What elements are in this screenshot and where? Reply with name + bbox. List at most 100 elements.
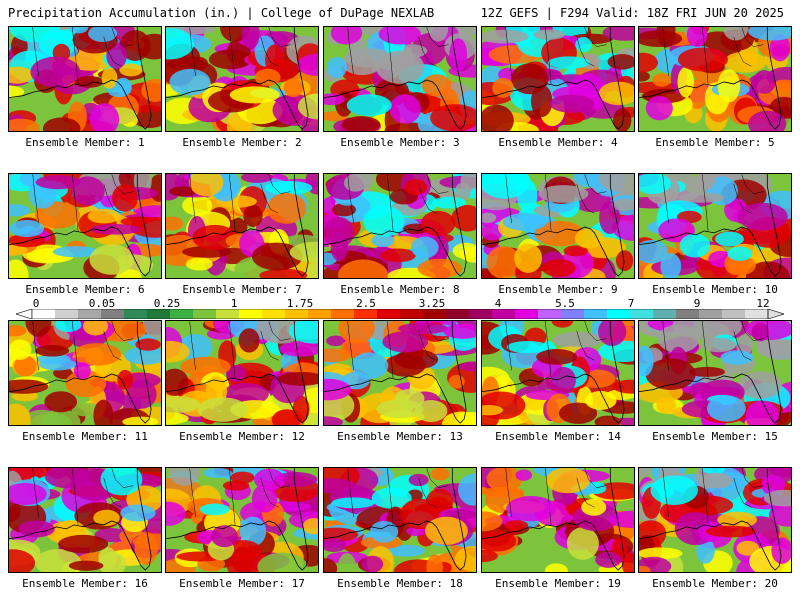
colorbar-segment <box>308 309 332 319</box>
ensemble-map-5 <box>638 26 792 132</box>
state-borders <box>347 468 449 525</box>
ensemble-member-label: Ensemble Member: 13 <box>337 430 463 443</box>
precip-field-map <box>9 321 161 425</box>
state-borders <box>347 174 449 231</box>
colorbar-segment <box>239 309 263 319</box>
ensemble-member-label: Ensemble Member: 19 <box>495 577 621 590</box>
colorbar-segment <box>699 309 723 319</box>
coastline <box>9 321 152 424</box>
coastline <box>166 321 309 424</box>
precip-field-map <box>324 468 476 572</box>
precip-field-map <box>9 468 161 572</box>
ensemble-member-label: Ensemble Member: 11 <box>22 430 148 443</box>
colorbar-segment <box>216 309 240 319</box>
coastline <box>482 468 625 571</box>
colorbar-tick-label: 0.05 <box>88 297 116 310</box>
colorbar-segment <box>147 309 171 319</box>
colorbar-segment <box>262 309 286 319</box>
colorbar-segment <box>423 309 447 319</box>
coastline <box>9 468 152 571</box>
coastline <box>9 174 152 277</box>
colorbar-tick-label: 4 <box>494 297 502 310</box>
coastline <box>639 468 782 571</box>
coastline <box>324 174 467 277</box>
precip-field-map <box>639 27 791 131</box>
ensemble-map-4 <box>481 26 635 132</box>
ensemble-map-12 <box>165 320 319 426</box>
ensemble-member-label: Ensemble Member: 18 <box>337 577 463 590</box>
coastline <box>324 321 467 424</box>
colorbar-segment <box>101 309 125 319</box>
coastline <box>482 321 625 424</box>
coastline <box>639 27 782 130</box>
state-borders <box>505 468 607 525</box>
precip-field-map <box>166 321 318 425</box>
colorbar-segment <box>538 309 562 319</box>
ensemble-map-3 <box>323 26 477 132</box>
colorbar-segment <box>400 309 424 319</box>
ensemble-map-18 <box>323 467 477 573</box>
coastline <box>166 468 309 571</box>
precip-field-map <box>639 468 791 572</box>
coastline <box>482 27 625 130</box>
precip-field-map <box>482 468 634 572</box>
state-borders <box>32 27 134 84</box>
colorbar-tick-label: 1.75 <box>286 297 314 310</box>
colorbar-segment <box>561 309 585 319</box>
precip-field-map <box>639 321 791 425</box>
state-borders <box>662 321 764 378</box>
ensemble-member-label: Ensemble Member: 12 <box>179 430 305 443</box>
colorbar-tick-label: 0 <box>32 297 40 310</box>
colorbar-tick-label: 7 <box>627 297 635 310</box>
ensemble-map-7 <box>165 173 319 279</box>
state-borders <box>662 27 764 84</box>
ensemble-member-label: Ensemble Member: 7 <box>182 283 302 296</box>
state-borders <box>662 174 764 231</box>
ensemble-member-label: Ensemble Member: 20 <box>652 577 778 590</box>
ensemble-member-label: Ensemble Member: 17 <box>179 577 305 590</box>
colorbar-segment <box>722 309 746 319</box>
colorbar-tick-label: 2.5 <box>356 297 376 310</box>
precip-field-map <box>482 27 634 131</box>
ensemble-map-14 <box>481 320 635 426</box>
run-info: 12Z GEFS | F294 Valid: 18Z FRI JUN 20 20… <box>480 6 784 20</box>
ensemble-map-10 <box>638 173 792 279</box>
colorbar-segment <box>32 309 56 319</box>
coastline <box>9 27 152 130</box>
coastline <box>639 174 782 277</box>
ensemble-map-6 <box>8 173 162 279</box>
colorbar-segment <box>607 309 631 319</box>
ensemble-map-1 <box>8 26 162 132</box>
state-borders <box>32 321 134 378</box>
colorbar-segment <box>584 309 608 319</box>
state-borders <box>32 174 134 231</box>
colorbar-segment <box>170 309 194 319</box>
precip-field-map <box>324 27 476 131</box>
colorbar-segment <box>354 309 378 319</box>
color-scale-bar <box>16 309 784 319</box>
coastline <box>166 174 309 277</box>
state-borders <box>32 468 134 525</box>
colorbar-segment <box>124 309 148 319</box>
ensemble-member-label: Ensemble Member: 15 <box>652 430 778 443</box>
colorbar-tick-label: 5.5 <box>555 297 575 310</box>
coastline <box>482 174 625 277</box>
colorbar-segment <box>446 309 470 319</box>
state-borders <box>189 174 291 231</box>
precip-field-map <box>482 174 634 278</box>
ensemble-member-label: Ensemble Member: 16 <box>22 577 148 590</box>
ensemble-member-label: Ensemble Member: 10 <box>652 283 778 296</box>
colorbar-left-arrow <box>16 309 33 319</box>
precip-field-map <box>9 174 161 278</box>
ensemble-map-20 <box>638 467 792 573</box>
ensemble-member-label: Ensemble Member: 14 <box>495 430 621 443</box>
colorbar-tick-label: 9 <box>693 297 701 310</box>
ensemble-map-17 <box>165 467 319 573</box>
colorbar-segment <box>515 309 539 319</box>
state-borders <box>662 468 764 525</box>
coastline <box>166 27 309 130</box>
colorbar-segment <box>331 309 355 319</box>
colorbar-segment <box>630 309 654 319</box>
precip-field-map <box>324 321 476 425</box>
state-borders <box>189 321 291 378</box>
